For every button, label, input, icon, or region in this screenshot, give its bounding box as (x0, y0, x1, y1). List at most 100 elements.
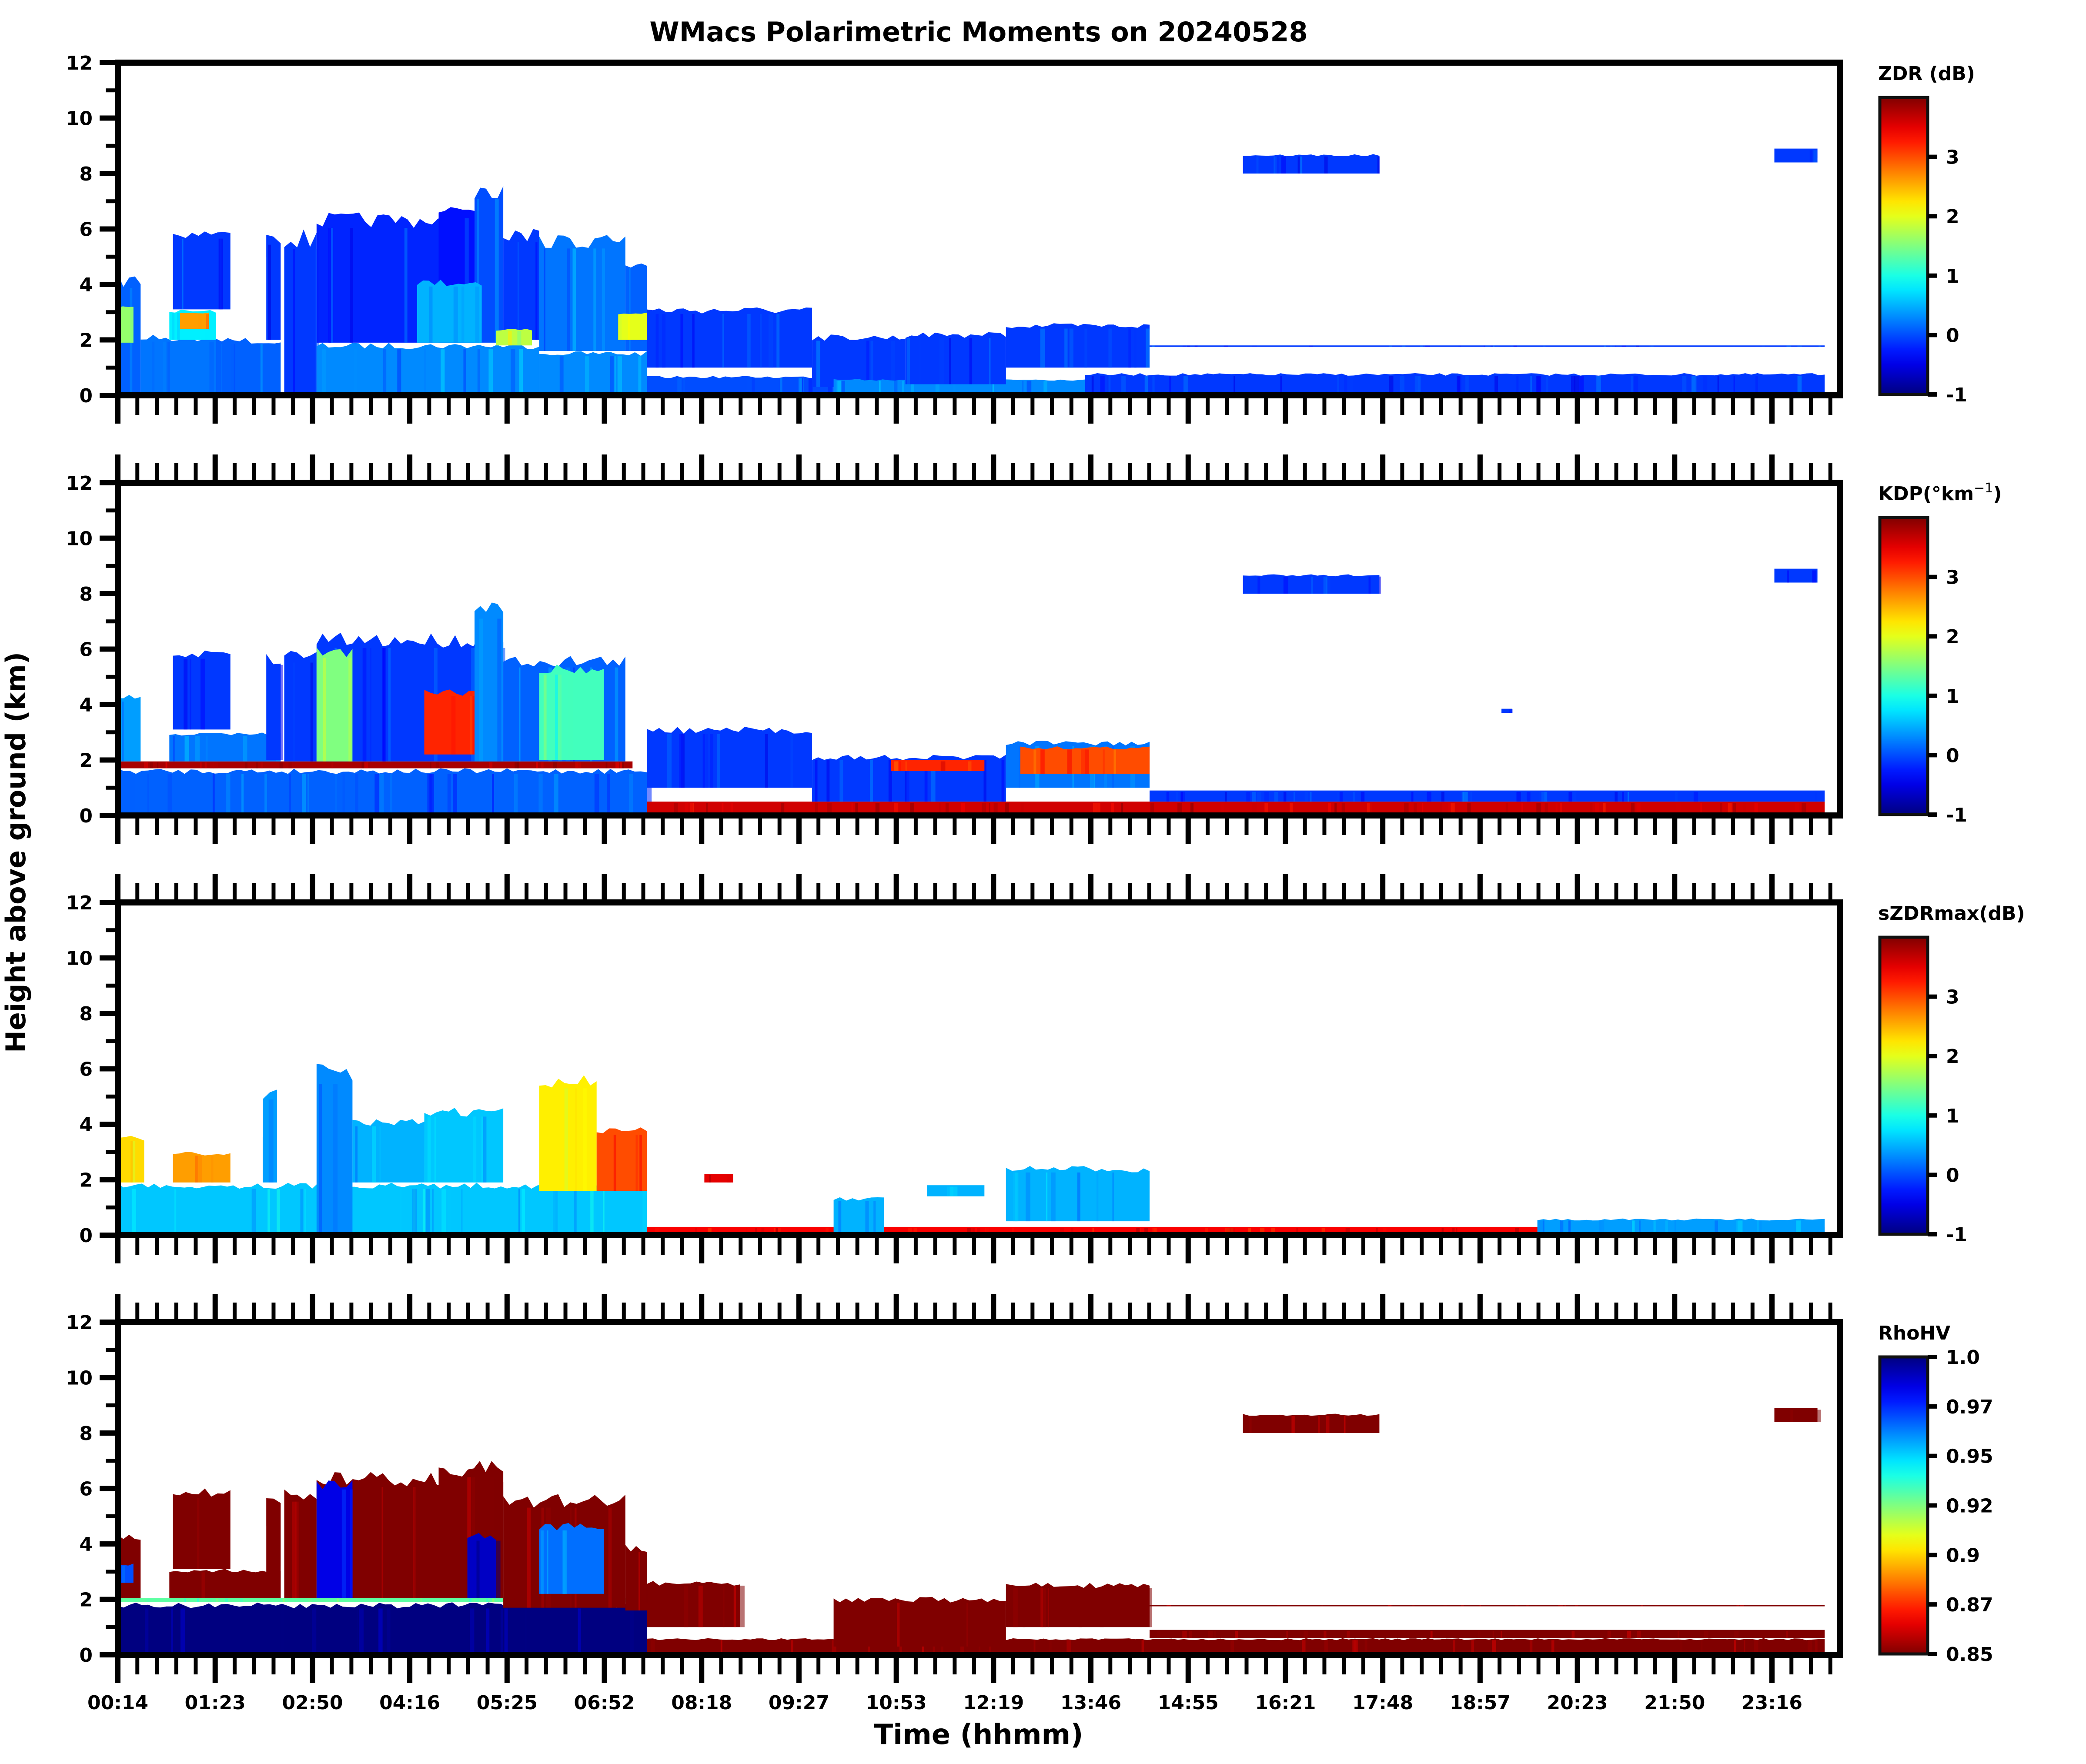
y-tick-label: 8 (79, 1423, 93, 1445)
echo-streak (414, 1487, 416, 1598)
echo-streak (412, 1189, 417, 1235)
echo-streak (939, 803, 941, 815)
echo-streak (1337, 1630, 1341, 1638)
echo-streak (283, 1598, 285, 1602)
echo-streak (469, 1598, 471, 1602)
echo-streak (277, 1189, 281, 1235)
echo-streak (1375, 1640, 1378, 1655)
echo-streak (1819, 1640, 1822, 1655)
echo-streak (1388, 1630, 1393, 1638)
echo-streak (370, 648, 371, 762)
echo-streak (1516, 376, 1519, 395)
echo-streak (1334, 803, 1337, 815)
echo-streak (172, 313, 175, 340)
echo-streak (908, 1228, 912, 1235)
echo-streak (1277, 1605, 1280, 1607)
echo-streak (1491, 345, 1493, 347)
echo-streak (576, 762, 581, 768)
echo-streak (122, 702, 124, 762)
echo-streak (1731, 1605, 1735, 1607)
colorbar-label-sup: −1 (1974, 481, 1993, 496)
echo-streak (517, 242, 519, 340)
echo-streak (280, 665, 283, 760)
echo-streak (647, 774, 652, 815)
echo-streak (1361, 792, 1365, 802)
echo-streak (1485, 1228, 1489, 1235)
echo-streak (499, 1598, 502, 1602)
echo-streak (514, 774, 518, 815)
echo-streak (1256, 156, 1259, 174)
echo-streak (1542, 1220, 1544, 1235)
echo-streak (827, 803, 832, 815)
echo-streak (1621, 345, 1626, 347)
echo-streak (270, 1608, 274, 1655)
echo-streak (500, 1608, 503, 1655)
echo-region (647, 307, 812, 368)
echo-streak (1797, 345, 1802, 347)
echo-streak (1157, 1630, 1160, 1638)
colorbar-label-end: ) (1993, 483, 2002, 505)
echo-streak (317, 228, 319, 343)
echo-streak (1327, 803, 1331, 815)
echo-streak (241, 774, 244, 815)
echo-streak (1033, 1640, 1036, 1655)
echo-streak (1544, 792, 1548, 802)
echo-streak (1252, 792, 1256, 802)
echo-streak (1291, 1416, 1295, 1433)
echo-streak (1005, 803, 1009, 815)
echo-region (833, 1197, 884, 1235)
echo-streak (1026, 1172, 1030, 1222)
echo-region (503, 229, 539, 340)
echo-streak (1402, 345, 1406, 347)
echo-streak (1414, 803, 1417, 815)
echo-streak (481, 1116, 483, 1183)
echo-streak (373, 1487, 375, 1598)
echo-streak (1717, 376, 1719, 395)
echo-streak (477, 198, 479, 343)
echo-streak (131, 1189, 136, 1235)
echo-streak (319, 1084, 322, 1235)
echo-streak (210, 1598, 212, 1602)
echo-streak (910, 803, 914, 815)
echo-streak (985, 1228, 989, 1235)
echo-streak (868, 1640, 870, 1655)
echo-streak (435, 762, 439, 768)
echo-streak (1046, 1172, 1048, 1222)
echo-streak (427, 1116, 431, 1183)
echo-streak (473, 1116, 477, 1183)
echo-region (1243, 154, 1380, 174)
echo-region (1150, 790, 1825, 802)
echo-streak (635, 1135, 638, 1191)
echo-streak (197, 1598, 199, 1602)
echo-streak (1786, 1630, 1788, 1638)
echo-streak (1352, 1640, 1356, 1655)
echo-streak (1796, 1220, 1801, 1235)
echo-streak (1786, 345, 1792, 347)
echo-streak (198, 1156, 202, 1183)
echo-streak (424, 349, 426, 395)
echo-streak (337, 1598, 339, 1602)
echo-streak (331, 762, 334, 768)
echo-streak (432, 1189, 434, 1235)
echo-streak (1491, 1630, 1493, 1638)
echo-streak (894, 381, 898, 395)
echo-streak (960, 1640, 964, 1655)
echo-streak (443, 1608, 446, 1655)
echo-region (1243, 574, 1380, 594)
echo-streak (1134, 328, 1137, 368)
echo-streak (1347, 1630, 1350, 1638)
echo-streak (933, 1640, 935, 1655)
echo-streak (1430, 1630, 1433, 1638)
echo-streak (244, 762, 247, 768)
echo-streak (173, 735, 175, 762)
echo-streak (722, 1585, 725, 1627)
echo-streak (1344, 1416, 1346, 1433)
echo-streak (504, 1608, 508, 1655)
echo-region (118, 306, 134, 343)
echo-streak (1203, 1605, 1207, 1607)
echo-streak (1795, 803, 1799, 815)
echo-streak (911, 381, 914, 395)
echo-streak (1092, 1228, 1094, 1235)
echo-streak (519, 349, 523, 395)
echo-streak (706, 803, 708, 815)
